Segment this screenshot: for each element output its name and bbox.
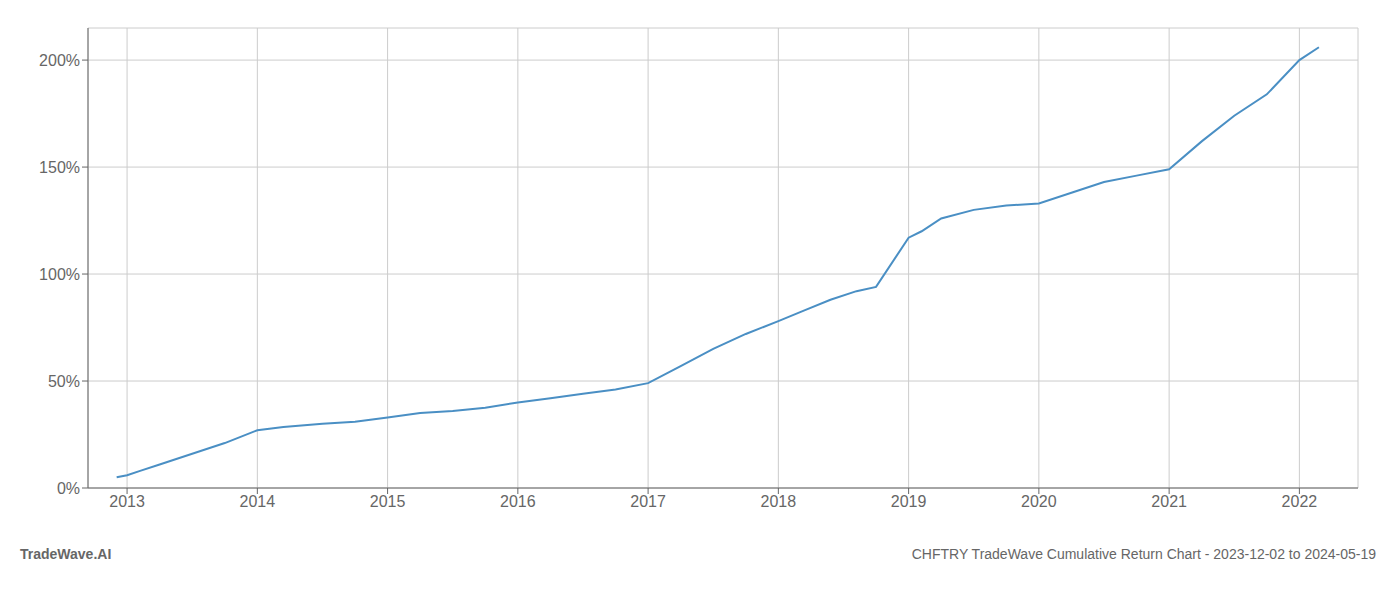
svg-text:2022: 2022 xyxy=(1282,493,1318,510)
svg-text:100%: 100% xyxy=(39,266,80,283)
svg-text:150%: 150% xyxy=(39,159,80,176)
svg-text:2015: 2015 xyxy=(370,493,406,510)
svg-text:200%: 200% xyxy=(39,52,80,69)
html-text:TradeWave.AI: TradeWave.AI xyxy=(20,546,112,562)
svg-text:50%: 50% xyxy=(48,373,80,390)
svg-text:2018: 2018 xyxy=(761,493,797,510)
svg-text:2019: 2019 xyxy=(891,493,927,510)
svg-text:2017: 2017 xyxy=(630,493,666,510)
html-text:CHFTRY TradeWave Cumulative Re: CHFTRY TradeWave Cumulative Return Chart… xyxy=(911,546,1376,562)
svg-text:0%: 0% xyxy=(57,480,80,497)
svg-text:2021: 2021 xyxy=(1151,493,1187,510)
svg-text:2013: 2013 xyxy=(109,493,145,510)
svg-text:2016: 2016 xyxy=(500,493,536,510)
svg-text:2020: 2020 xyxy=(1021,493,1057,510)
svg-text:2014: 2014 xyxy=(240,493,276,510)
